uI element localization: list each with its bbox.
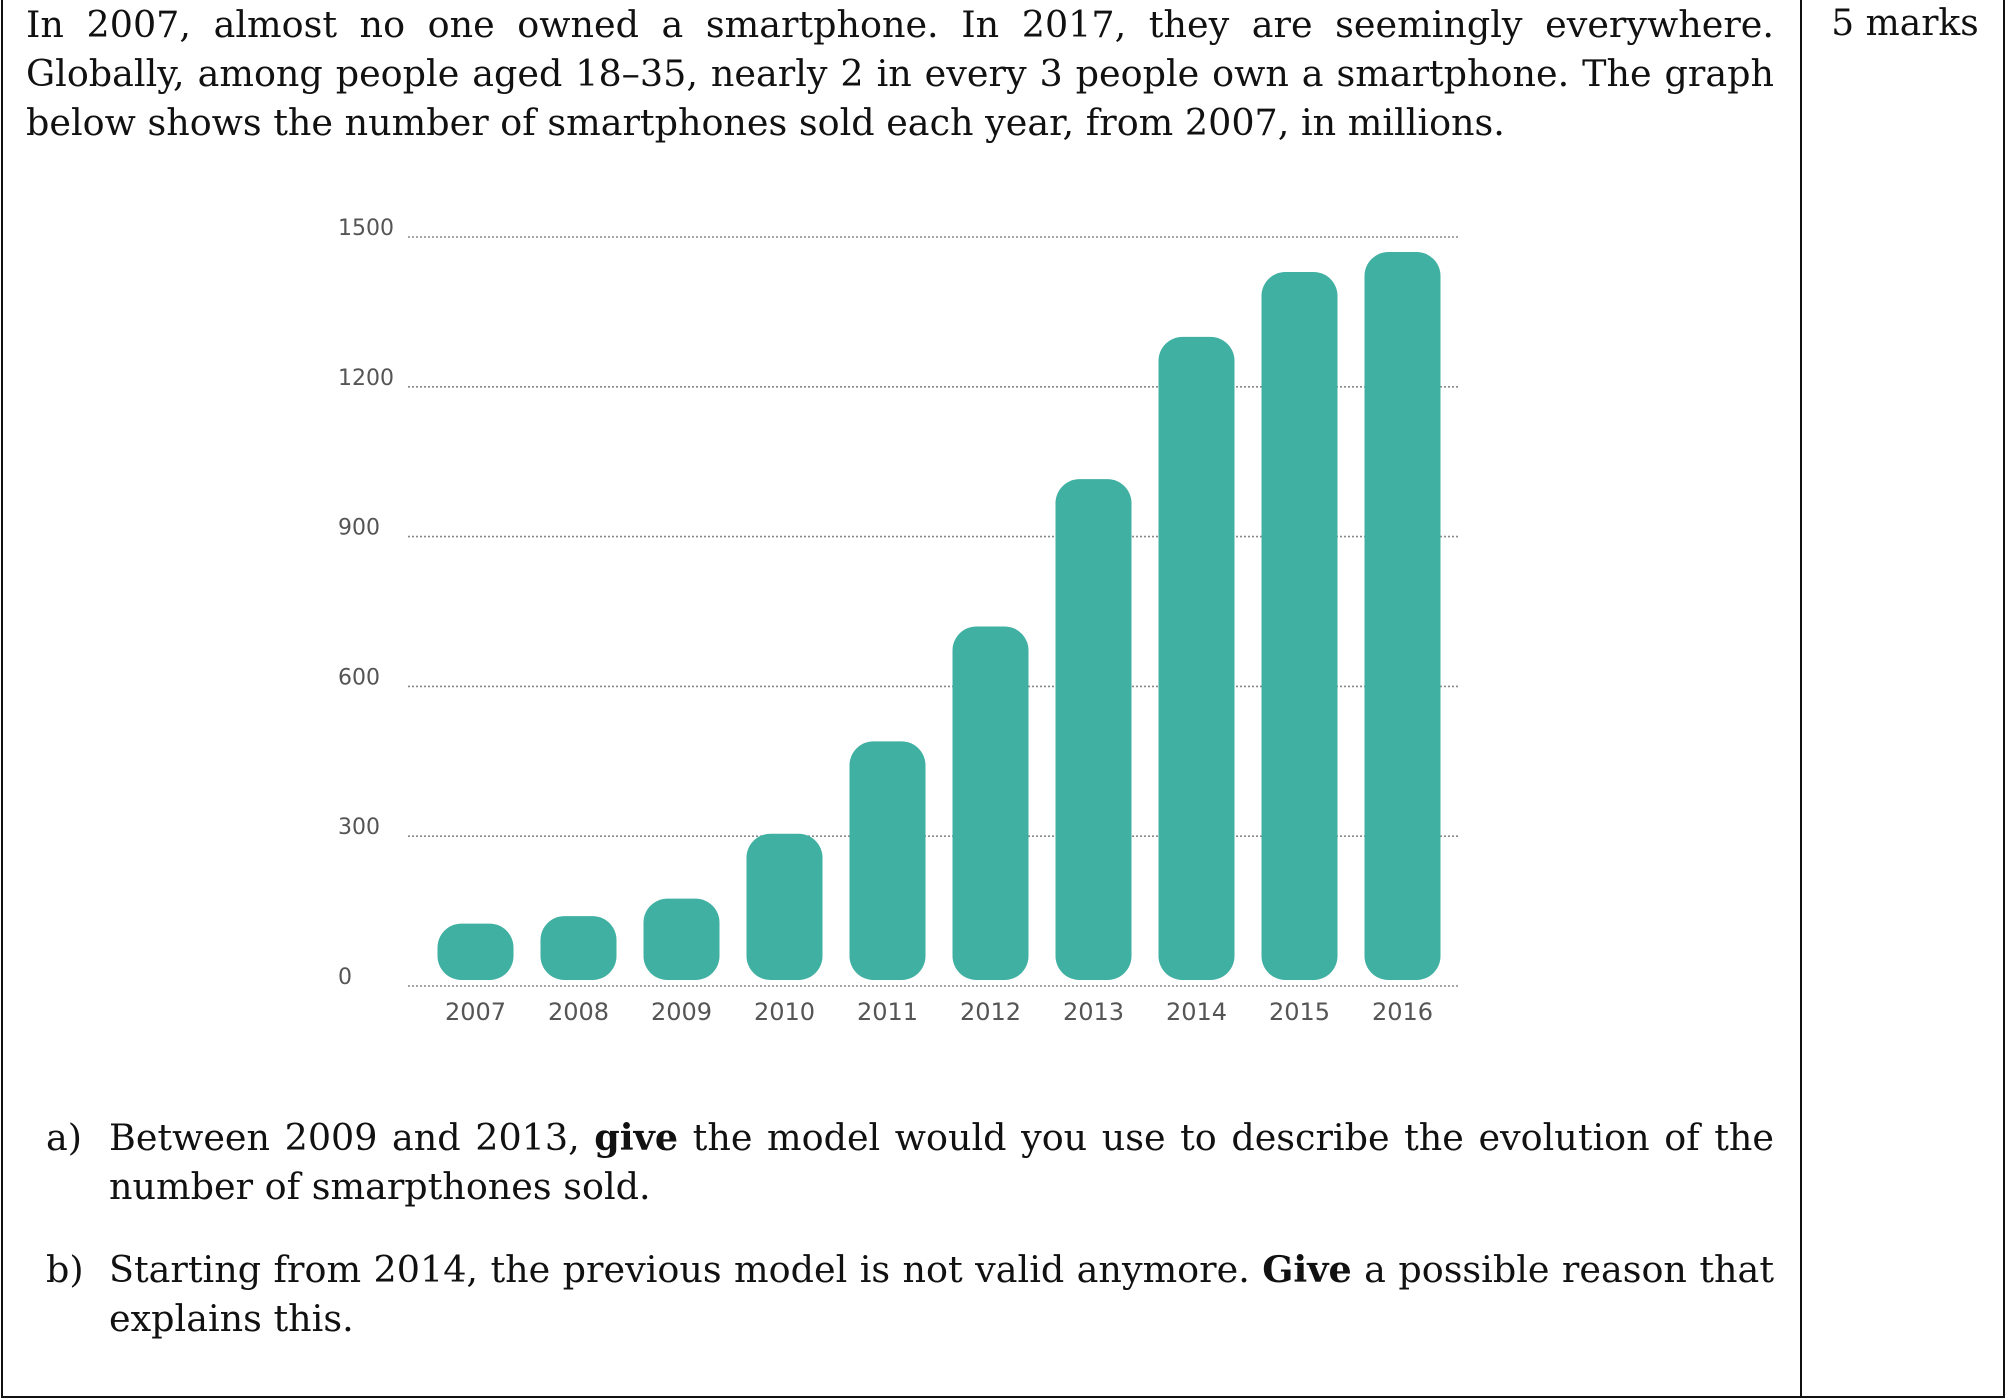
bar-2014 [1158,336,1235,980]
x-tick-label: 2011 [857,998,918,1026]
bar-2009 [643,898,720,980]
x-tick-label: 2014 [1166,998,1227,1026]
question-b-text-start: Starting from 2014, the previous model i… [109,1248,1263,1291]
question-a-text-start: Between 2009 and 2013, [109,1116,595,1159]
bar-2016 [1364,251,1441,981]
bar-2008 [540,916,617,980]
sub-questions: a) Between 2009 and 2013, give the model … [46,1113,1774,1377]
marks-label: 5 marks [1831,3,1979,44]
y-tick-label: 0 [338,965,352,990]
bar-2015 [1261,271,1338,980]
bar-2013 [1055,479,1132,980]
question-intro: In 2007, almost no one owned a smartphon… [26,3,1774,144]
question-b-text-end: a possible reason that explains this. [109,1248,1774,1340]
x-tick-label: 2015 [1269,998,1330,1026]
bar-2011 [849,741,926,980]
y-tick-label: 1200 [338,366,394,391]
question-a-keyword: give [594,1116,679,1159]
y-tick-label: 300 [338,815,380,840]
question-b-label: b) [46,1248,84,1291]
x-tick-label: 2013 [1063,998,1124,1026]
bar-2007 [437,923,514,980]
question-b-keyword: Give [1262,1248,1352,1291]
x-tick-label: 2016 [1372,998,1433,1026]
x-axis-ticks: 2007 2008 2009 2010 2011 2012 2013 2014 2015 2016 [445,998,1433,1026]
question-b: b) Starting from 2014, the previous model… [46,1245,1774,1343]
y-tick-label: 600 [338,665,380,690]
x-tick-label: 2010 [754,998,815,1026]
bars [437,251,1441,981]
x-tick-label: 2009 [651,998,712,1026]
y-axis-ticks: 0 300 600 900 1200 1500 [338,216,394,990]
x-tick-label: 2008 [548,998,609,1026]
question-a-text-end: the model would you use to describe the … [109,1116,1775,1208]
bar-2012 [952,626,1029,980]
x-tick-label: 2007 [445,998,506,1026]
y-tick-label: 1500 [338,216,394,241]
question-a-label: a) [46,1116,83,1159]
marks-column-divider [1800,0,1802,1398]
grid-lines [408,236,1458,987]
bar-2010 [746,833,823,980]
x-tick-label: 2012 [960,998,1021,1026]
y-tick-label: 900 [338,516,380,541]
question-a: a) Between 2009 and 2013, give the model … [46,1113,1774,1211]
